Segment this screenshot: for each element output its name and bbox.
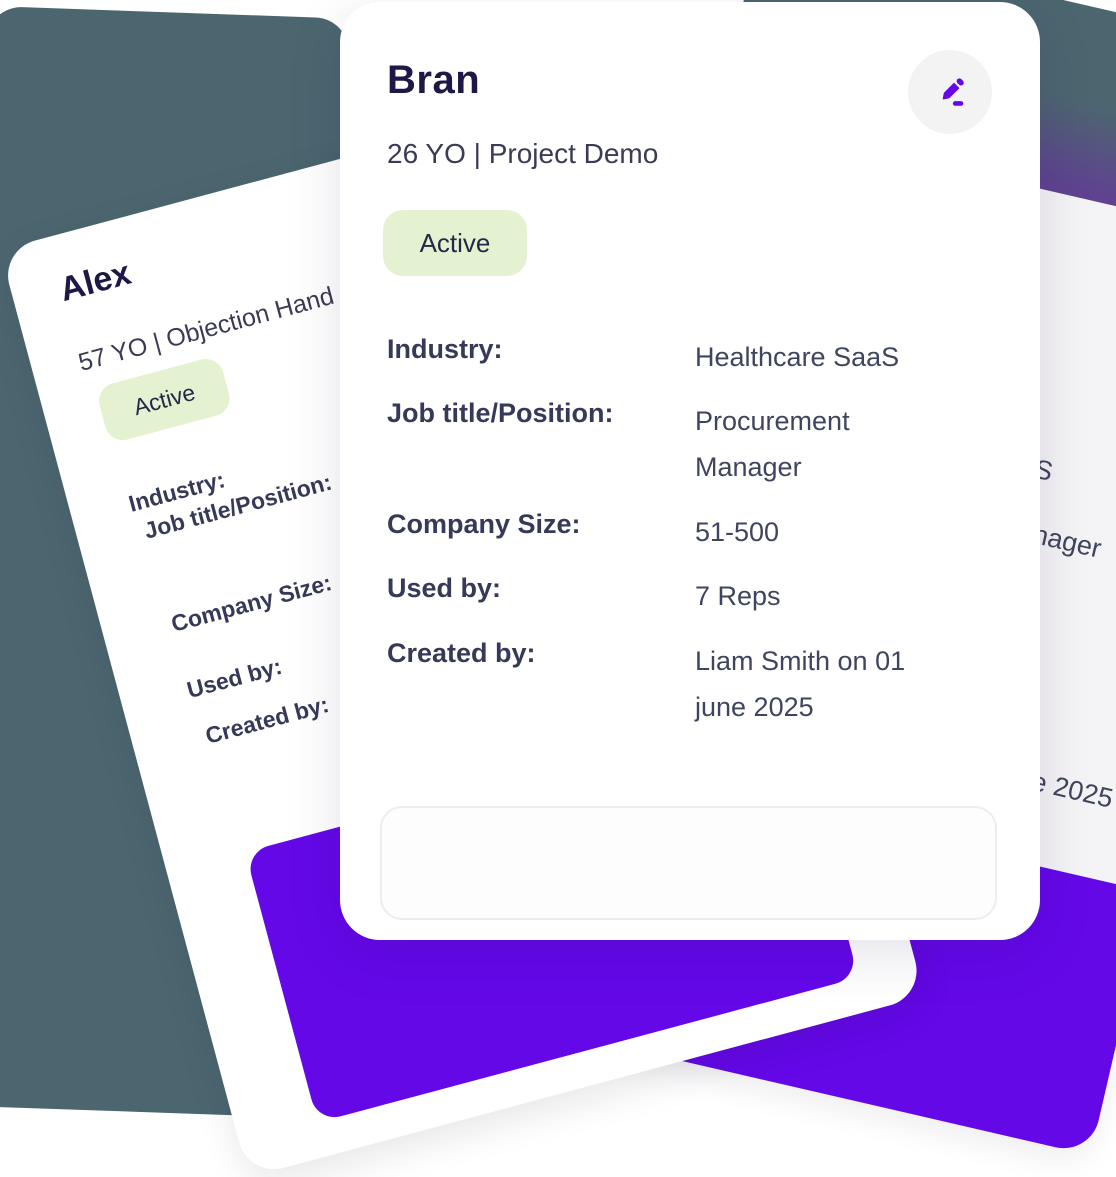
field-label-used-by: Used by: bbox=[387, 573, 502, 603]
persona-subtitle: 26 YO | Project Demo bbox=[387, 138, 659, 169]
field-label: Created by: bbox=[202, 690, 332, 749]
field-label-created-by: Created by: bbox=[387, 638, 536, 668]
field-label: Used by: bbox=[184, 652, 285, 704]
field-label: Company Size: bbox=[168, 569, 335, 637]
persona-title: Alex bbox=[55, 253, 135, 310]
status-badge: Active bbox=[383, 210, 527, 276]
status-badge-label: Active bbox=[130, 378, 198, 420]
field-label-industry: Industry: bbox=[387, 334, 503, 364]
field-value-used-by: 7 Reps bbox=[695, 581, 781, 611]
field-value-created-by: Liam Smith on 01 june 2025 bbox=[695, 646, 906, 722]
card-footer-panel[interactable] bbox=[380, 806, 997, 920]
persona-card-bran: Bran 26 YO | Project Demo Active Industr… bbox=[340, 2, 1040, 940]
field-value-job-title: Procurement Manager bbox=[695, 406, 850, 482]
pencil-icon bbox=[931, 73, 969, 111]
status-badge-label: Active bbox=[419, 227, 491, 258]
edit-button[interactable] bbox=[908, 50, 992, 134]
field-label-company-size: Company Size: bbox=[387, 509, 581, 539]
field-label-job-title: Job title/Position: bbox=[387, 398, 614, 428]
persona-title: Bran bbox=[387, 58, 481, 102]
field-value-company-size: 51-500 bbox=[695, 517, 780, 547]
field-value-industry: Healthcare SaaS bbox=[695, 342, 900, 372]
